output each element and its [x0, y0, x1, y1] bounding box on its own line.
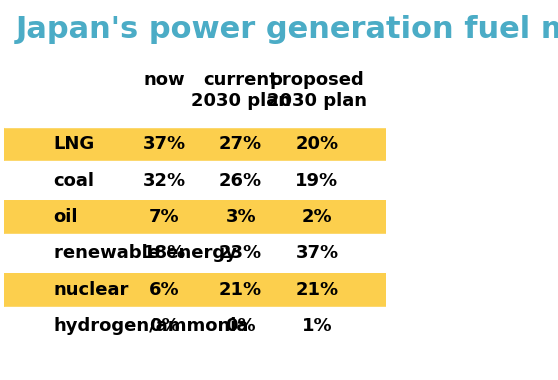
FancyArrow shape	[4, 161, 386, 162]
Text: 23%: 23%	[219, 244, 262, 262]
Text: LNG: LNG	[54, 135, 95, 153]
FancyArrow shape	[4, 270, 386, 271]
Bar	[4, 272, 386, 307]
FancyArrow shape	[4, 126, 386, 127]
Text: 7%: 7%	[149, 208, 180, 226]
Text: 27%: 27%	[219, 135, 262, 153]
Text: renewable energy: renewable energy	[54, 244, 237, 262]
Bar	[4, 127, 386, 162]
Text: 3%: 3%	[225, 208, 256, 226]
Text: hydrogen/ammonia: hydrogen/ammonia	[54, 317, 249, 335]
Text: 37%: 37%	[295, 244, 339, 262]
Text: oil: oil	[54, 208, 78, 226]
Text: 0%: 0%	[225, 317, 256, 335]
Text: 20%: 20%	[295, 135, 339, 153]
Text: 0%: 0%	[149, 317, 180, 335]
Text: 21%: 21%	[295, 281, 339, 299]
Bar	[4, 200, 386, 234]
Text: coal: coal	[54, 171, 95, 190]
Text: 26%: 26%	[219, 171, 262, 190]
Text: now: now	[143, 71, 185, 89]
Text: 18%: 18%	[143, 244, 186, 262]
Text: nuclear: nuclear	[54, 281, 129, 299]
Text: proposed
2030 plan: proposed 2030 plan	[267, 71, 367, 110]
FancyArrow shape	[4, 197, 386, 198]
Text: 1%: 1%	[301, 317, 332, 335]
FancyArrow shape	[4, 307, 386, 308]
Text: 21%: 21%	[219, 281, 262, 299]
Text: 19%: 19%	[295, 171, 339, 190]
Text: 6%: 6%	[149, 281, 180, 299]
FancyArrow shape	[4, 343, 386, 344]
Text: Japan's power generation fuel mix: Japan's power generation fuel mix	[16, 15, 558, 44]
Text: 32%: 32%	[143, 171, 186, 190]
FancyArrow shape	[4, 234, 386, 235]
Text: 2%: 2%	[301, 208, 332, 226]
Text: 37%: 37%	[143, 135, 186, 153]
Text: current
2030 plan: current 2030 plan	[191, 71, 291, 110]
